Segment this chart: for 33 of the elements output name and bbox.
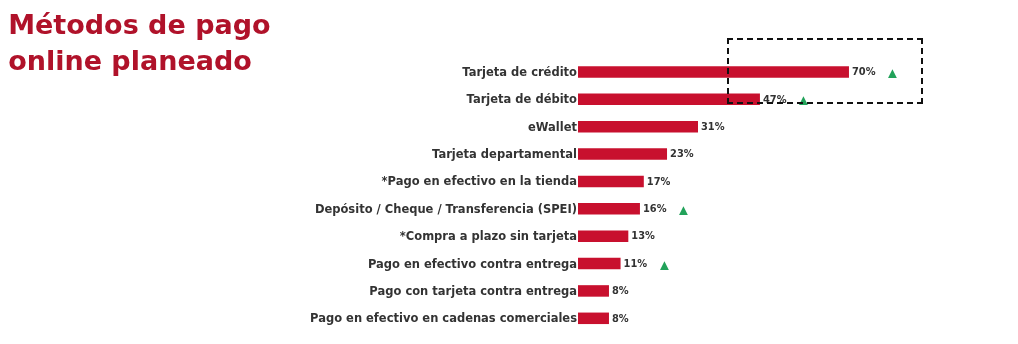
y-tick-label: Depósito / Cheque / Transferencia (SPEI) bbox=[314, 201, 577, 216]
y-tick-label: Tarjeta de crédito bbox=[462, 64, 578, 79]
annotation: ▲ bbox=[657, 254, 672, 274]
y-tick-label: Pago en efectivo contra entrega bbox=[367, 256, 577, 271]
annotation: ▲ bbox=[676, 199, 691, 219]
bar bbox=[578, 285, 609, 297]
bar bbox=[578, 203, 640, 215]
y-tick-label: Pago en efectivo en cadenas comerciales bbox=[310, 311, 578, 326]
bar bbox=[578, 312, 609, 325]
data-label: 13% bbox=[631, 230, 656, 242]
annotation: ▲ bbox=[885, 62, 900, 82]
bar bbox=[578, 66, 849, 78]
data-label: 8% bbox=[611, 312, 629, 324]
data-label: 16% bbox=[642, 203, 667, 215]
y-tick-label: *Pago en efectivo en la tienda bbox=[381, 174, 577, 189]
data-label: 11% bbox=[623, 257, 648, 269]
y-tick-label: Tarjeta departamental bbox=[432, 147, 577, 162]
bar bbox=[578, 93, 760, 106]
y-tick-label: eWallet bbox=[527, 119, 578, 134]
data-label: 23% bbox=[670, 148, 694, 160]
data-label: 70% bbox=[851, 66, 876, 78]
y-tick-label: Tarjeta de débito bbox=[466, 92, 578, 107]
bar bbox=[578, 148, 668, 160]
bar bbox=[578, 175, 644, 188]
bar bbox=[578, 257, 621, 270]
text: Métodos de pago online planeado bbox=[8, 9, 271, 76]
y-tick-label: *Compra a plazo sin tarjeta bbox=[399, 229, 577, 244]
y-tick-label: Pago con tarjeta contra entrega bbox=[369, 283, 577, 298]
bar bbox=[578, 120, 698, 133]
data-label: 17% bbox=[646, 175, 671, 187]
data-label: 8% bbox=[611, 285, 629, 297]
bar bbox=[578, 230, 629, 242]
data-label: 31% bbox=[701, 120, 725, 132]
